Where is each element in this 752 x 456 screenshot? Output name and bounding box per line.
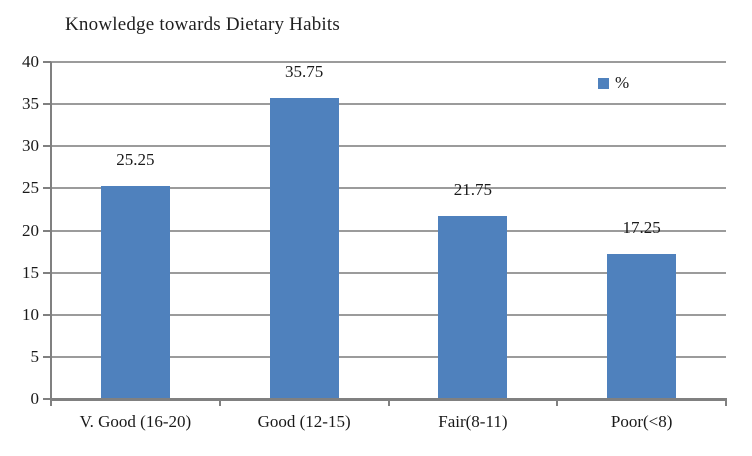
y-axis-tick [43, 398, 51, 400]
gridline [51, 313, 726, 316]
y-axis-tick [43, 61, 51, 63]
x-axis-category-label: Good (12-15) [257, 412, 351, 431]
x-axis-category-label: Poor(<8) [610, 412, 673, 431]
gridline [51, 271, 726, 274]
y-axis-label: 5 [30, 346, 40, 366]
y-axis-label: 25 [22, 178, 39, 198]
legend-label: % [615, 73, 630, 92]
y-axis-label: 40 [22, 52, 39, 71]
y-axis-tick [43, 313, 51, 316]
x-axis-tick [556, 399, 559, 406]
legend-swatch-icon [598, 77, 609, 89]
gridline [51, 145, 726, 148]
bar-value-label: 35.75 [285, 61, 324, 81]
x-axis-line [50, 398, 727, 401]
bar-value-label: 17.25 [622, 217, 661, 237]
bar-3 [438, 215, 508, 399]
gridline [51, 355, 726, 358]
y-axis-tick [43, 271, 51, 274]
bar-4 [607, 253, 677, 399]
x-axis-tick [387, 399, 390, 406]
y-axis-line [50, 62, 52, 399]
x-axis-tick [50, 399, 52, 406]
legend: % [598, 72, 629, 94]
y-axis-tick [43, 145, 51, 148]
y-axis-label: 15 [22, 262, 39, 282]
bar-1 [100, 186, 170, 399]
gridline [51, 187, 726, 190]
y-axis-tick [43, 355, 51, 358]
x-axis-category-label: V. Good (16-20) [79, 412, 192, 431]
y-axis-label: 0 [30, 389, 40, 408]
gridline [51, 103, 726, 106]
y-axis-label: 10 [22, 304, 39, 324]
gridline [51, 229, 726, 232]
y-axis-label: 35 [22, 94, 39, 114]
y-axis-tick [43, 103, 51, 106]
y-axis-tick [43, 187, 51, 190]
bar-2 [269, 97, 339, 399]
chart-title: Knowledge towards Dietary Habits [65, 14, 340, 35]
x-axis-category-label: Fair(8-11) [438, 412, 508, 431]
x-axis-tick [725, 399, 727, 406]
gridline [51, 61, 726, 63]
x-axis-tick [218, 399, 221, 406]
bar-value-label: 25.25 [116, 150, 155, 170]
y-axis-label: 30 [22, 136, 39, 156]
bar-value-label: 21.75 [453, 179, 492, 199]
y-axis-tick [43, 229, 51, 232]
y-axis-label: 20 [22, 220, 39, 240]
